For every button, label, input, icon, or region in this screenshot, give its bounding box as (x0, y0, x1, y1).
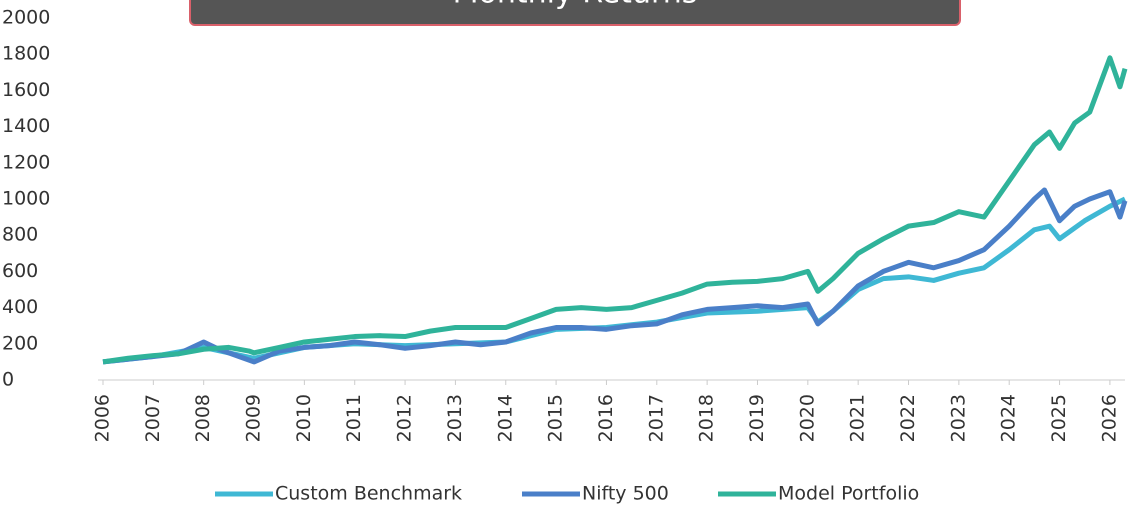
x-tick-label: 2020 (796, 394, 818, 442)
x-tick-label: 2019 (746, 394, 768, 442)
legend-label: Custom Benchmark (275, 483, 462, 505)
legend-label: Model Portfolio (778, 483, 919, 505)
chart-title: Monthly Returns (453, 0, 698, 11)
x-tick-label: 2016 (595, 394, 617, 442)
x-tick-label: 2026 (1098, 394, 1120, 442)
x-tick-label: 2012 (394, 394, 416, 442)
y-tick-label: 0 (2, 369, 14, 391)
x-tick-label: 2013 (444, 394, 466, 442)
x-tick-label: 2009 (243, 394, 265, 442)
y-tick-label: 400 (2, 296, 38, 318)
series-line (102, 187, 1128, 365)
y-tick-label: 1200 (2, 151, 50, 173)
x-tick-label: 2023 (947, 394, 969, 442)
y-tick-label: 2000 (2, 7, 50, 29)
x-tick-label: 2025 (1048, 394, 1070, 442)
x-tick-label: 2008 (192, 394, 214, 442)
y-tick-label: 1600 (2, 79, 50, 101)
x-tick-label: 2015 (545, 394, 567, 442)
x-tick-label: 2024 (998, 394, 1020, 442)
x-tick-label: 2010 (293, 394, 315, 442)
y-tick-label: 1400 (2, 115, 50, 137)
x-tick-label: 2007 (142, 394, 164, 442)
x-tick-label: 2018 (696, 394, 718, 442)
x-tick-label: 2022 (897, 394, 919, 442)
y-tick-label: 1800 (2, 43, 50, 65)
y-tick-label: 800 (2, 224, 38, 246)
legend-label: Nifty 500 (582, 483, 669, 505)
x-tick-label: 2017 (645, 394, 667, 442)
x-tick-label: 2011 (343, 394, 365, 442)
title-box (189, 0, 961, 26)
y-tick-label: 1000 (2, 188, 50, 210)
y-tick-label: 600 (2, 260, 38, 282)
series-line (102, 55, 1128, 365)
series-line (102, 196, 1127, 365)
x-tick-label: 2014 (494, 394, 516, 442)
x-tick-label: 2021 (847, 394, 869, 442)
y-tick-label: 200 (2, 332, 38, 354)
x-tick-label: 2006 (92, 394, 114, 442)
